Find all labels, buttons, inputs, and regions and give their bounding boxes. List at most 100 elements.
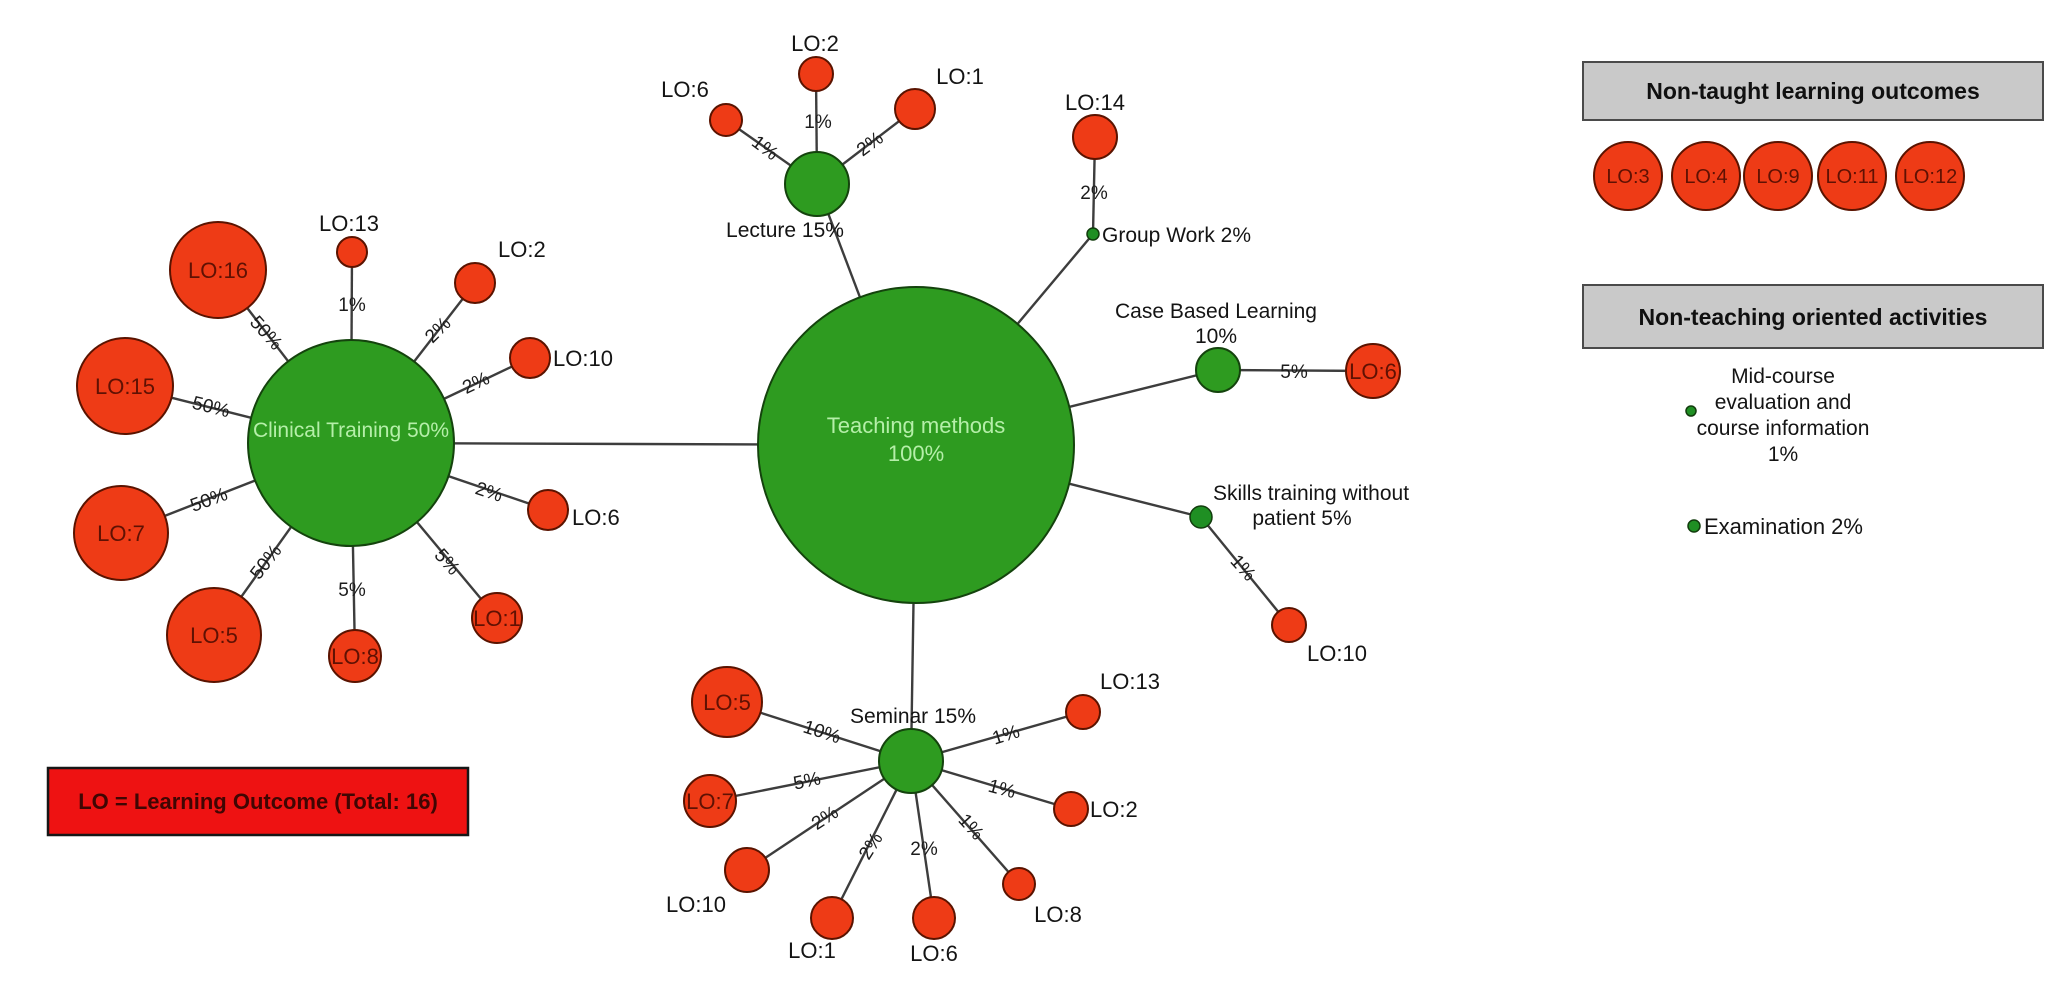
non-taught-panel: Non-taught learning outcomes LO:3 LO:4 L… [1582,61,2044,211]
lecture-lo6-pct: 1% [747,132,782,165]
clinical-lo13-label: LO:13 [319,211,379,236]
clinical-lo15-pct: 50% [190,393,232,423]
teaching-methods-label-line2: 100% [888,441,944,466]
mid-course-line3: course information [1697,417,1870,440]
skills-training-label-line1: Skills training without [1213,482,1409,505]
clinical-lo10-node [509,337,551,379]
seminar-lo13-node [1065,694,1101,730]
examination-label: Examination 2% [1704,514,1863,539]
nontaught-lo11-node [1817,141,1887,211]
skills-training-label-line2: patient 5% [1252,507,1351,530]
legend-text: LO = Learning Outcome (Total: 16) [78,789,438,814]
examination-bullet [1687,519,1701,533]
casebased-lo6-label: LO:6 [1349,359,1397,384]
clinical-lo7-pct: 50% [188,484,231,517]
clinical-cluster: Clinical Training 50% LO:16 LO:13 LO:2 L… [73,211,620,683]
clinical-lo16-node [169,221,267,319]
group-work-label: Group Work 2% [1102,224,1251,247]
seminar-lo6-label: LO:6 [910,941,958,966]
mid-course-line4: 1% [1768,443,1798,466]
lecture-lo1-node [894,88,936,130]
clinical-lo5-node [166,587,262,683]
seminar-label: Seminar 15% [850,705,976,728]
clinical-lo13-pct: 1% [338,295,366,316]
seminar-lo7-node [683,774,737,828]
clinical-lo8-pct: 5% [338,580,366,601]
nontaught-lo4-node [1671,141,1741,211]
clinical-lo5-pct: 50% [246,541,286,584]
case-based-cluster: Case Based Learning 10% LO:6 5% [1115,300,1401,399]
clinical-lo7-label: LO:7 [97,521,145,546]
seminar-lo10-node [724,847,770,893]
seminar-lo6-node [912,896,956,940]
seminar-lo1-pct: 2% [855,829,887,864]
clinical-lo15-label: LO:15 [95,374,155,399]
teaching-methods-label-line1: Teaching methods [827,413,1006,438]
lecture-lo6-node [709,103,743,137]
clinical-lo1-label: LO:1 [473,606,521,631]
seminar-lo5-pct: 10% [801,717,844,749]
skills-lo10-pct: 1% [1226,551,1260,586]
groupwork-lo14-pct: 2% [1080,183,1108,204]
groupwork-lo14-label: LO:14 [1065,90,1125,115]
seminar-lo13-label: LO:13 [1100,669,1160,694]
clinical-lo6-pct: 2% [473,478,506,506]
seminar-lo8-node [1002,867,1036,901]
lecture-lo2-node [798,56,834,92]
non-teaching-title: Non-teaching oriented activities [1639,304,1988,330]
clinical-training-label: Clinical Training 50% [253,419,449,442]
lecture-lo6-label: LO:6 [661,77,709,102]
skills-lo10-node [1271,607,1307,643]
seminar-lo6-pct: 2% [910,839,938,860]
teaching-methods-hub: Teaching methods 100% [757,286,1075,604]
seminar-lo2-node [1053,791,1089,827]
nontaught-lo9-label: LO:9 [1756,166,1799,188]
nontaught-lo12-label: LO:12 [1903,166,1957,188]
seminar-lo2-label: LO:2 [1090,797,1138,822]
seminar-lo7-pct: 5% [791,768,822,794]
skills-training-node [1189,505,1213,529]
clinical-lo16-pct: 50% [245,312,286,354]
lecture-node [784,151,850,217]
non-teaching-panel: Non-teaching oriented activities Mid-cou… [1582,284,2044,539]
mid-course-line1: Mid-course [1731,365,1835,388]
clinical-lo6-node [527,489,569,531]
clinical-lo8-label: LO:8 [331,644,379,669]
clinical-lo16-label: LO:16 [188,258,248,283]
clinical-lo15-node [76,337,174,435]
seminar-lo10-pct: 2% [808,802,843,835]
clinical-lo2-pct: 2% [421,313,455,347]
seminar-cluster: Seminar 15% LO:5 LO:7 LO:10 LO:1 LO:6 LO… [666,666,1160,966]
nontaught-lo4-label: LO:4 [1684,166,1727,188]
group-work-node [1086,227,1100,241]
clinical-lo7-node [73,485,169,581]
clinical-lo2-node [454,262,496,304]
non-teaching-header-box [1582,284,2044,349]
mid-course-bullet [1685,405,1697,417]
clinical-lo1-node [471,592,523,644]
clinical-lo2-label: LO:2 [498,237,546,262]
seminar-lo1-node [810,896,854,940]
nontaught-lo11-label: LO:11 [1826,166,1879,188]
seminar-lo5-node [691,666,763,738]
edge-skills-lo10 [1200,516,1290,626]
seminar-lo8-label: LO:8 [1034,902,1082,927]
casebased-lo6-pct: 5% [1280,362,1308,383]
clinical-training-node [247,339,455,547]
lecture-lo2-label: LO:2 [791,31,839,56]
clinical-lo1-pct: 5% [430,545,464,580]
non-taught-title: Non-taught learning outcomes [1646,78,1980,104]
seminar-node [878,728,944,794]
mid-course-line2: evaluation and [1715,391,1852,414]
skills-training-cluster: Skills training without patient 5% LO:10… [1189,482,1409,666]
case-based-label-line2: 10% [1195,325,1237,348]
clinical-lo13-node [336,236,368,268]
case-based-node [1195,347,1241,393]
seminar-lo5-label: LO:5 [703,690,751,715]
non-taught-header-box [1582,61,2044,121]
group-work-cluster: Group Work 2% LO:14 2% [1065,90,1251,247]
seminar-lo2-pct: 1% [986,776,1018,803]
seminar-lo7-label: LO:7 [686,789,734,814]
